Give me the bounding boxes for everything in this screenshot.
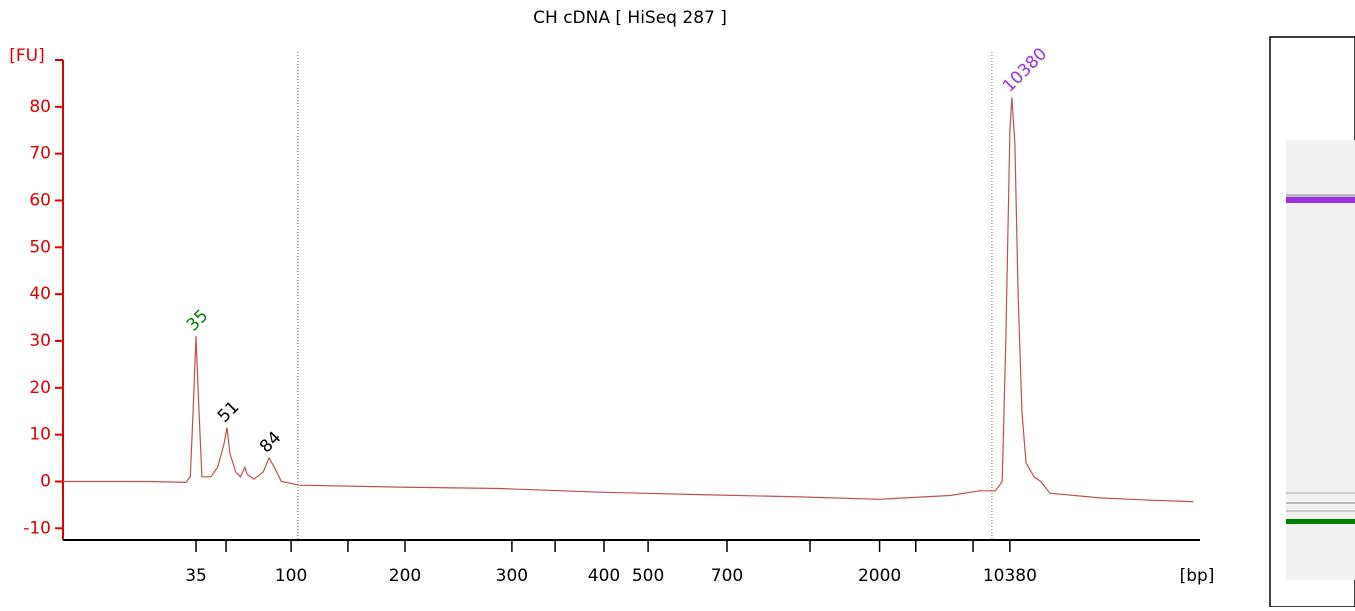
x-tick-label: 500 xyxy=(632,566,664,586)
y-tick-label: 30 xyxy=(29,331,51,351)
gel-band xyxy=(1286,194,1355,197)
gel-background xyxy=(1286,140,1355,580)
chart-title: CH cDNA [ HiSeq 287 ] xyxy=(533,8,727,28)
y-tick-label: 10 xyxy=(29,425,51,445)
y-tick-label: 40 xyxy=(29,284,51,304)
gel-band xyxy=(1286,502,1355,504)
x-axis-label: [bp] xyxy=(1180,566,1215,586)
gel-marker-band xyxy=(1286,519,1355,524)
x-tick-label: 400 xyxy=(588,566,620,586)
peak-label: 84 xyxy=(256,428,285,457)
gel-band xyxy=(1286,492,1355,494)
x-tick-label: 300 xyxy=(496,566,528,586)
y-tick-label: 80 xyxy=(29,97,51,117)
x-tick-label: 200 xyxy=(389,566,421,586)
x-tick-label: 35 xyxy=(185,566,207,586)
y-tick-label: 70 xyxy=(29,144,51,164)
x-tick-label: 700 xyxy=(711,566,743,586)
x-tick-label: 10380 xyxy=(983,566,1037,586)
gel-lane xyxy=(1269,36,1355,608)
x-tick-label: 2000 xyxy=(858,566,901,586)
gel-band xyxy=(1286,510,1355,512)
trace-line xyxy=(63,97,1194,503)
peak-label: 51 xyxy=(214,397,243,426)
x-tick-label: 100 xyxy=(275,566,307,586)
y-tick-label: 0 xyxy=(40,471,51,491)
y-tick-label: 60 xyxy=(29,190,51,210)
y-tick-label: 50 xyxy=(29,237,51,257)
gel-marker-band xyxy=(1286,197,1355,203)
peak-label: 35 xyxy=(183,306,212,335)
y-tick-label: 20 xyxy=(29,378,51,398)
y-tick-label: -10 xyxy=(23,518,51,538)
peak-label: 10380 xyxy=(999,44,1051,96)
y-axis-label: [FU] xyxy=(9,46,45,66)
